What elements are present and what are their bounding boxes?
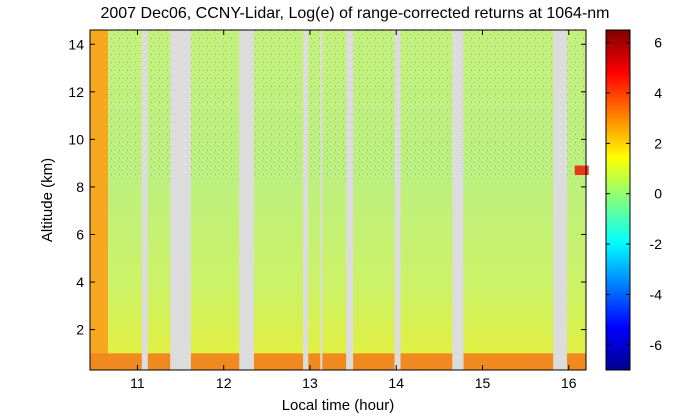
- upper-noise-region: [90, 30, 586, 180]
- data-gap: [320, 30, 323, 370]
- colorbar-tick-label: 4: [654, 85, 662, 101]
- colorbar-gradient: [606, 30, 630, 370]
- data-gap: [346, 30, 354, 370]
- y-tick-label: 2: [76, 322, 84, 338]
- chart-title: 2007 Dec06, CCNY-Lidar, Log(e) of range-…: [100, 5, 609, 22]
- y-tick-label: 8: [76, 179, 84, 195]
- colorbar-tick-label: -2: [650, 236, 663, 252]
- colorbar-tick-label: -4: [650, 286, 663, 302]
- y-tick-label: 6: [76, 226, 84, 242]
- data-gap: [452, 30, 464, 370]
- colorbar-frame: [605, 29, 631, 371]
- x-tick-label: 16: [561, 375, 577, 391]
- x-axis-label: Local time (hour): [282, 397, 395, 414]
- y-axis: 2 4 6 8 10 12 14: [68, 36, 586, 338]
- y-tick-label: 12: [68, 84, 84, 100]
- data-gap: [170, 30, 191, 370]
- start-column-band: [90, 30, 108, 370]
- data-gap: [239, 30, 254, 370]
- y-axis-label: Altitude (km): [39, 158, 56, 242]
- y-tick-label: 4: [76, 274, 84, 290]
- data-gap: [394, 30, 401, 370]
- colorbar-tick-label: 2: [654, 135, 662, 151]
- data-gap: [553, 30, 568, 370]
- x-tick-label: 12: [216, 375, 232, 391]
- plot-frame: [89, 29, 587, 371]
- colorbar-tick-label: 0: [654, 186, 662, 202]
- data-gap: [141, 30, 148, 370]
- y-tick-label: 10: [68, 131, 84, 147]
- feature-1: [574, 165, 589, 176]
- colorbar-tick-label: -6: [650, 337, 663, 353]
- feature-0: [90, 353, 586, 370]
- x-axis: 11 12 13 14 15 16: [130, 30, 577, 391]
- data-gap: [303, 30, 309, 370]
- plot-area: [89, 29, 589, 371]
- x-tick-label: 14: [388, 375, 404, 391]
- colorbar-tick-label: 6: [654, 35, 662, 51]
- x-tick-label: 11: [130, 375, 145, 391]
- x-tick-label: 15: [475, 375, 491, 391]
- colorbar: -6 -4 -2 0 2 4 6: [605, 29, 663, 371]
- x-tick-label: 13: [302, 375, 318, 391]
- y-tick-label: 14: [68, 36, 84, 52]
